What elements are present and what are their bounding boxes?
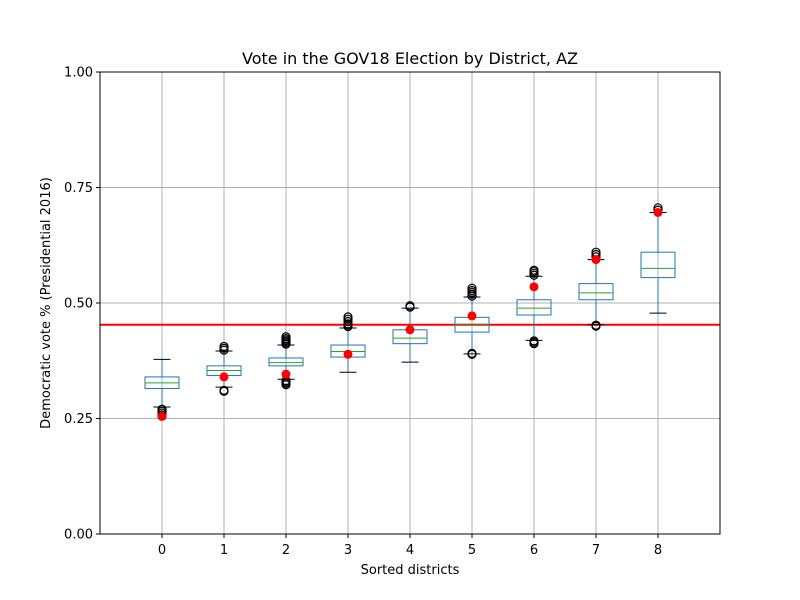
y-axis-label: Democratic vote % (Presidential 2016) [39,177,54,429]
x-tick-label: 1 [220,543,228,558]
outlier-point [467,283,477,293]
box-district-2 [268,332,304,390]
y-tick-label: 0.75 [64,181,93,196]
outlier-point [281,332,291,342]
x-tick-label: 8 [654,543,662,558]
x-axis: 0 1 2 3 4 5 6 7 8 [158,534,662,558]
actual-point [405,325,415,335]
x-tick-label: 3 [344,543,352,558]
y-tick-label: 0.50 [64,297,93,312]
outlier-point [405,301,415,311]
actual-point [281,369,291,379]
iqr-box [578,283,614,301]
outlier-point [343,316,353,327]
actual-point [591,255,601,265]
actual-point [219,372,229,382]
box-district-4 [392,301,428,363]
actual-point [157,411,167,421]
box-district-6 [516,265,552,349]
y-tick-label: 0.00 [64,528,93,543]
actual-point [653,207,663,217]
x-tick-label: 7 [592,543,600,558]
actual-point [467,311,477,321]
iqr-box [516,299,552,316]
x-tick-label: 4 [406,543,414,558]
y-tick-label: 0.25 [64,412,93,427]
actual-point [529,282,539,292]
x-tick-label: 5 [468,543,476,558]
iqr-box [640,251,676,279]
outlier-point [343,319,353,329]
outlier-point [219,341,229,352]
y-tick-label: 1.00 [64,66,93,81]
x-tick-label: 0 [158,543,166,558]
x-tick-label: 2 [282,543,290,558]
outlier-point [591,320,601,330]
outlier-point [343,314,353,324]
outlier-point [467,348,477,358]
iqr-box [268,357,304,367]
box-district-8 [640,203,676,314]
chart-title: Vote in the GOV18 Election by District, … [242,49,578,68]
outlier-point [467,285,477,296]
actual-point [343,349,353,359]
x-axis-label: Sorted districts [361,563,460,578]
y-axis: 0.00 0.25 0.50 0.75 1.00 [64,66,100,543]
outlier-point [529,265,539,275]
outlier-point [343,312,353,322]
box-district-3 [330,312,366,373]
x-tick-label: 6 [530,543,538,558]
outlier-point [529,336,539,346]
actual-points-layer [157,207,663,421]
outlier-point [219,385,229,395]
